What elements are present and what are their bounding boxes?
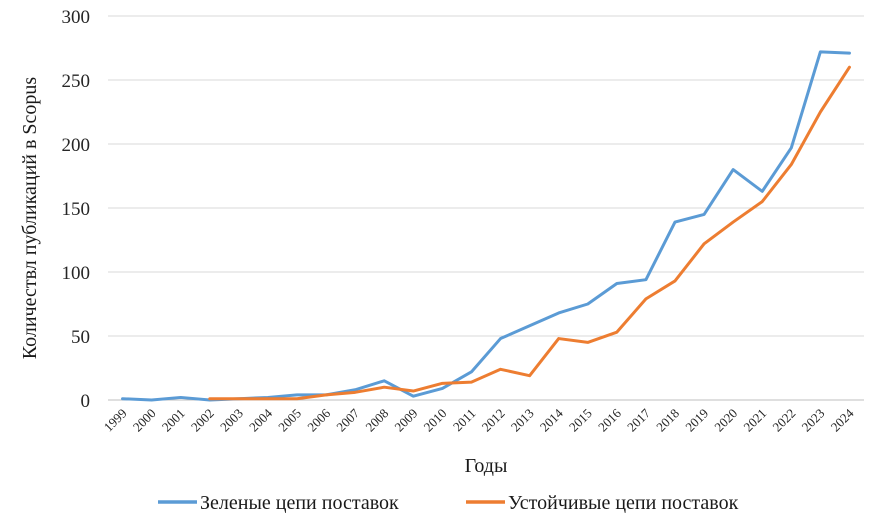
x-tick-label: 2016 [595, 405, 624, 434]
y-tick-label: 150 [62, 199, 91, 220]
y-tick-label: 200 [62, 135, 91, 156]
x-tick-label: 2012 [479, 406, 508, 435]
x-tick-label: 2021 [740, 406, 769, 435]
legend-label-series-1: Зеленые цепи поставок [200, 492, 399, 514]
x-tick-label: 2006 [304, 405, 333, 434]
x-tick-label: 2007 [333, 405, 362, 434]
x-tick-label: 2020 [711, 406, 740, 435]
x-tick-label: 2010 [421, 406, 450, 435]
y-axis-title: Количествл публикаций в Scopus [19, 77, 41, 360]
x-tick-label: 2014 [537, 405, 566, 434]
x-tick-label: 2022 [769, 406, 798, 435]
series-lines [121, 50, 851, 402]
x-tick-label: 2018 [653, 406, 682, 435]
y-tick-label: 100 [62, 263, 91, 284]
y-tick-label: 50 [71, 327, 90, 348]
x-tick-label: 1999 [101, 406, 130, 435]
x-tick-label: 2015 [566, 406, 595, 435]
x-tick-label: 2008 [362, 406, 391, 435]
y-tick-label: 250 [62, 71, 91, 92]
y-axis-ticks: 0 50 100 150 200 250 300 [62, 7, 91, 412]
x-tick-label: 2023 [799, 406, 828, 435]
x-tick-label: 2002 [188, 406, 217, 435]
x-axis-ticks: 1999 2000 2001 2002 2003 2004 2005 2006 2007 2008… [101, 405, 857, 434]
x-tick-label: 2001 [159, 406, 188, 435]
legend: Зеленые цепи поставок Устойчивые цепи по… [158, 492, 739, 514]
x-tick-label: 2024 [828, 405, 857, 434]
legend-label-series-2: Устойчивые цепи поставок [508, 492, 739, 514]
x-axis-title: Годы [465, 455, 508, 477]
x-tick-label: 2004 [246, 405, 275, 434]
x-tick-label: 2017 [624, 405, 653, 434]
series-line-2 [208, 65, 851, 401]
y-tick-label: 300 [62, 7, 91, 28]
x-tick-label: 2000 [130, 406, 159, 435]
x-tick-label: 2003 [217, 406, 246, 435]
x-tick-label: 2019 [682, 406, 711, 435]
series-line-1 [121, 50, 851, 402]
x-tick-label: 2009 [391, 406, 420, 435]
x-tick-label: 2013 [508, 406, 537, 435]
x-tick-label: 2005 [275, 406, 304, 435]
gridlines [108, 15, 864, 401]
x-tick-label: 2011 [450, 406, 479, 435]
y-tick-label: 0 [81, 391, 91, 412]
